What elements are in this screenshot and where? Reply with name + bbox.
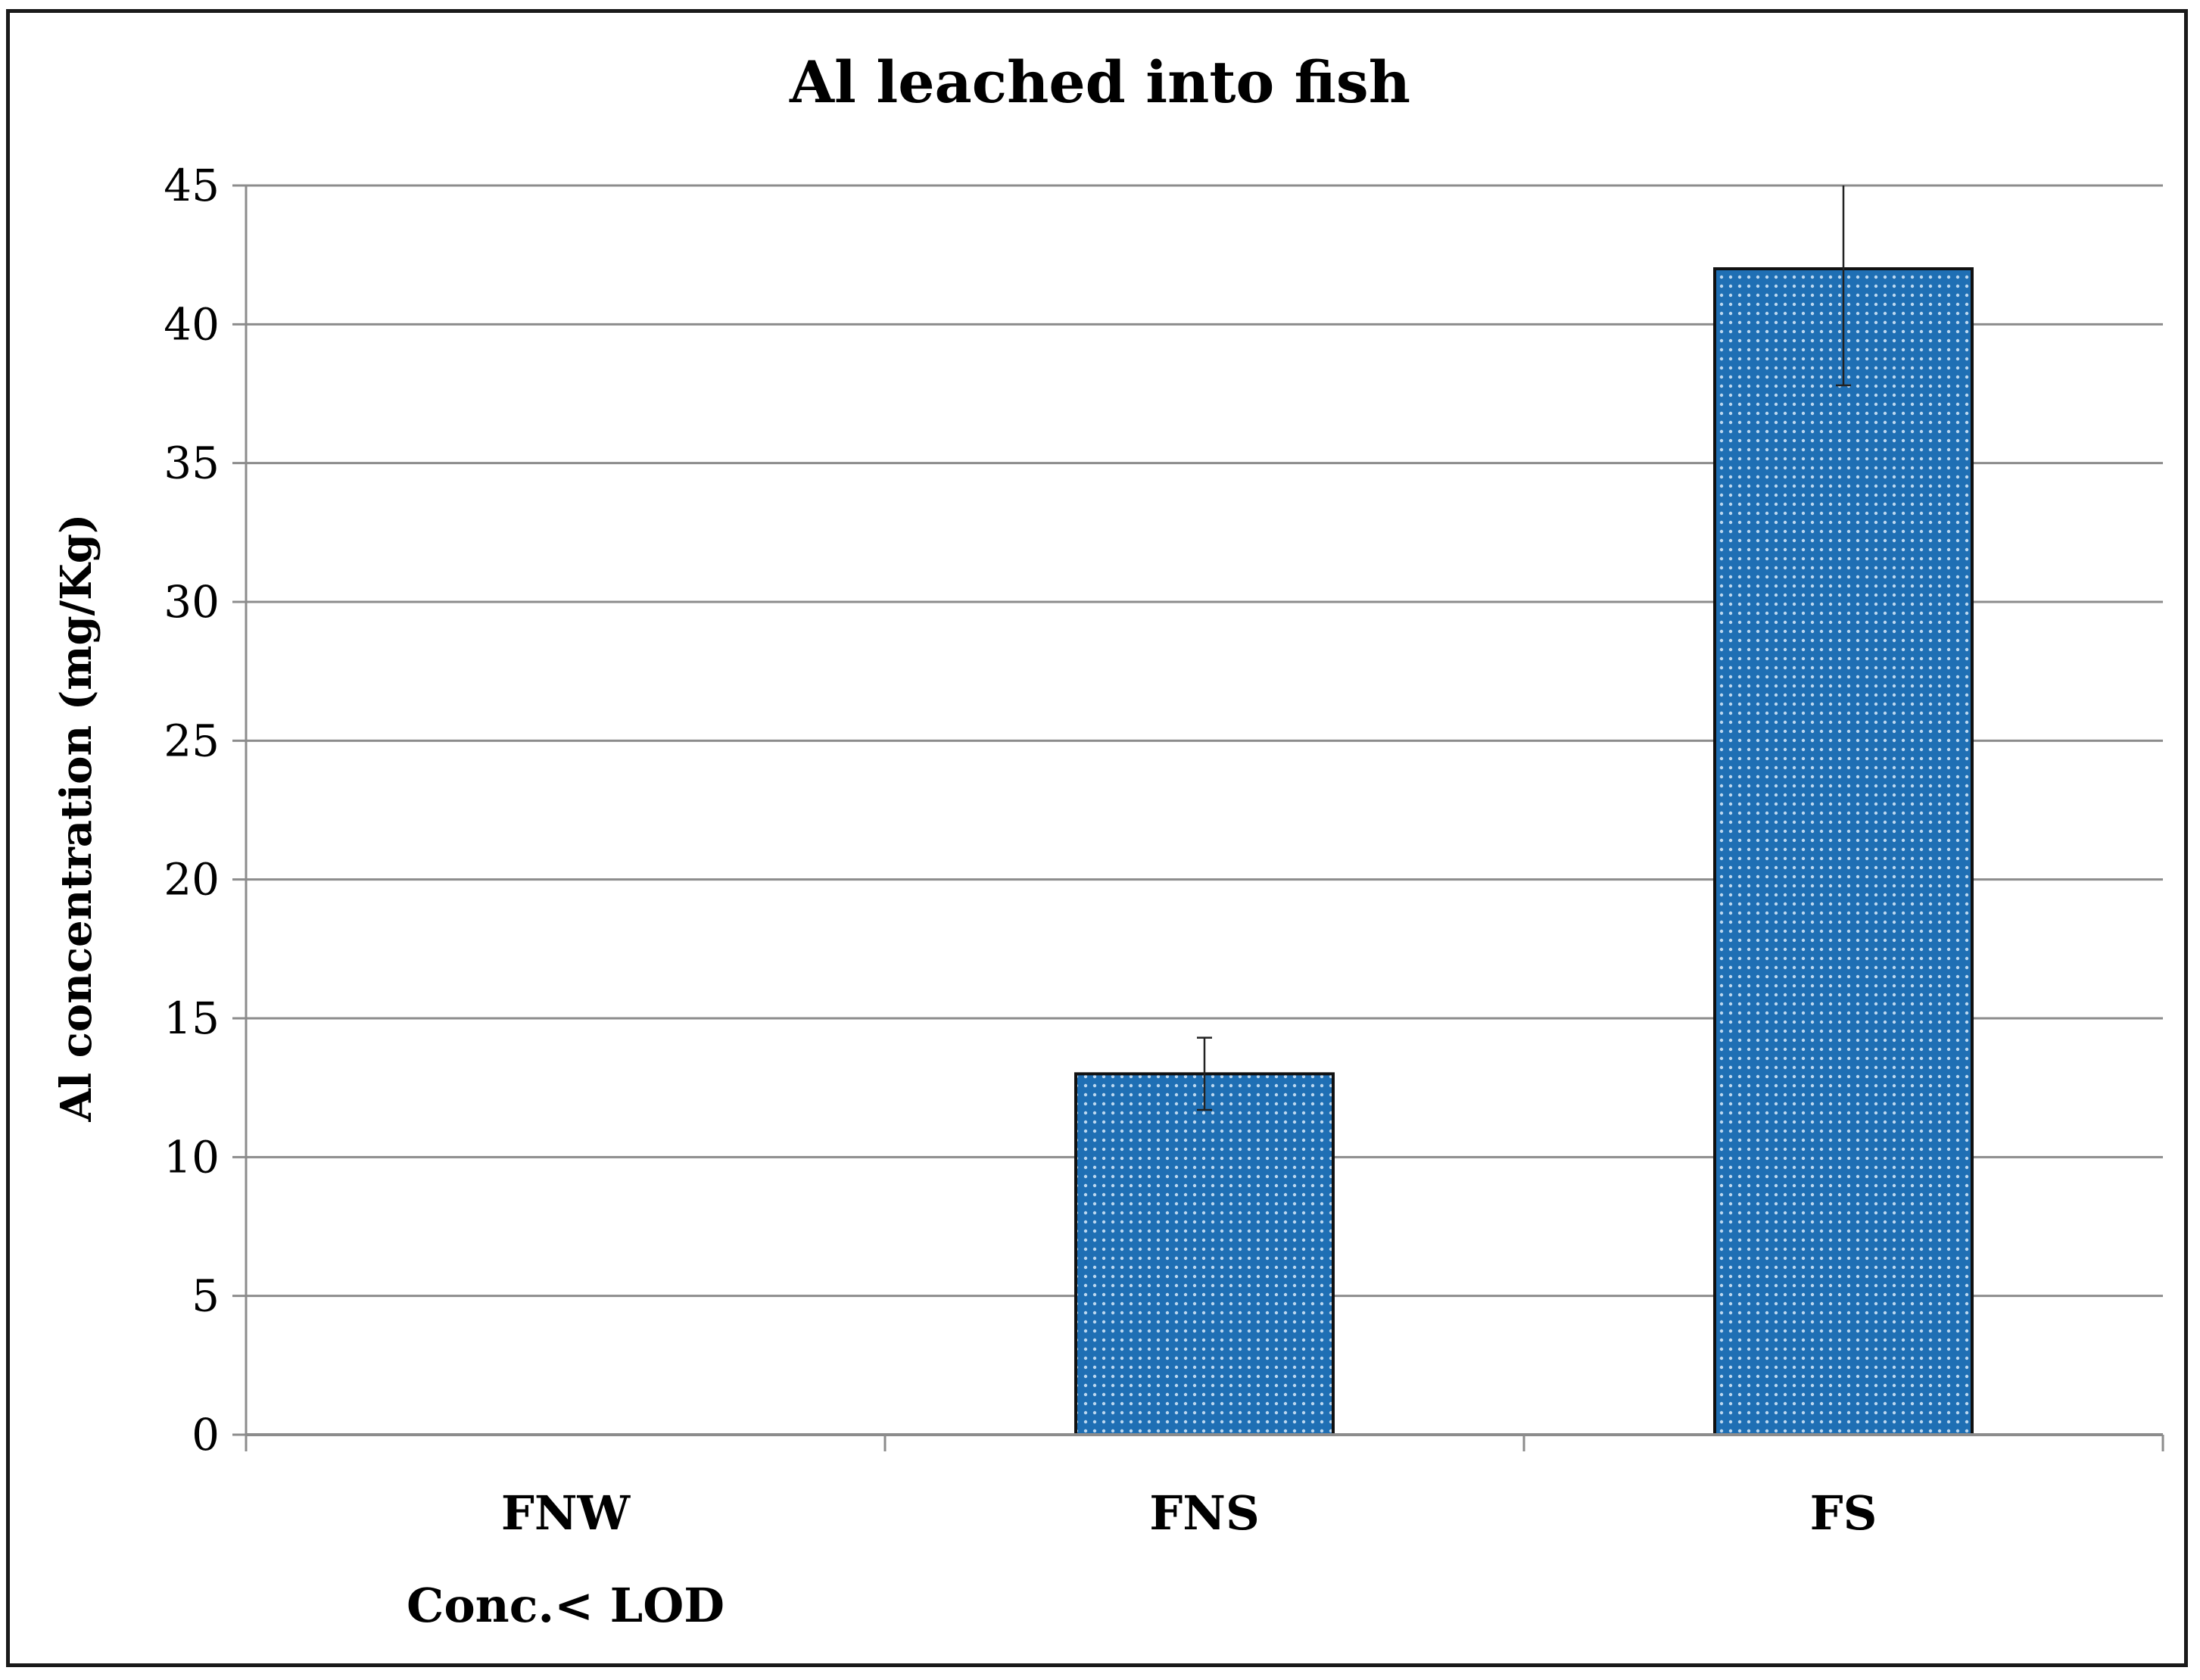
bar-fns bbox=[1074, 1072, 1335, 1437]
axes bbox=[245, 185, 2164, 1451]
y-tick-label: 40 bbox=[164, 298, 220, 350]
y-tick-label: 0 bbox=[192, 1409, 220, 1460]
y-tick-label: 35 bbox=[164, 438, 220, 489]
category-labels: FNW Conc.< LOD FNS FS bbox=[407, 1485, 1877, 1633]
chart-title: Al leached into fish bbox=[789, 48, 1410, 116]
x-category-label: FNW bbox=[501, 1485, 631, 1541]
y-tick-label: 15 bbox=[164, 993, 220, 1044]
category-note: Conc.< LOD bbox=[407, 1578, 725, 1633]
y-tick-labels: 0 5 10 15 20 25 30 35 40 45 bbox=[164, 160, 220, 1460]
y-tick-label: 25 bbox=[164, 715, 220, 766]
y-tick-label: 30 bbox=[164, 576, 220, 628]
x-category-label: FNS bbox=[1149, 1485, 1259, 1541]
bars bbox=[1074, 267, 1974, 1437]
y-tick-label: 45 bbox=[164, 160, 220, 211]
y-tick-label: 20 bbox=[164, 854, 220, 905]
y-tick-label: 10 bbox=[164, 1131, 220, 1183]
y-tick-label: 5 bbox=[192, 1270, 220, 1322]
x-category-label: FS bbox=[1810, 1485, 1877, 1541]
error-bars bbox=[1197, 185, 1851, 1111]
y-axis-label: Al concentration (mg/Kg) bbox=[51, 514, 101, 1123]
bar-fs bbox=[1713, 267, 1974, 1436]
